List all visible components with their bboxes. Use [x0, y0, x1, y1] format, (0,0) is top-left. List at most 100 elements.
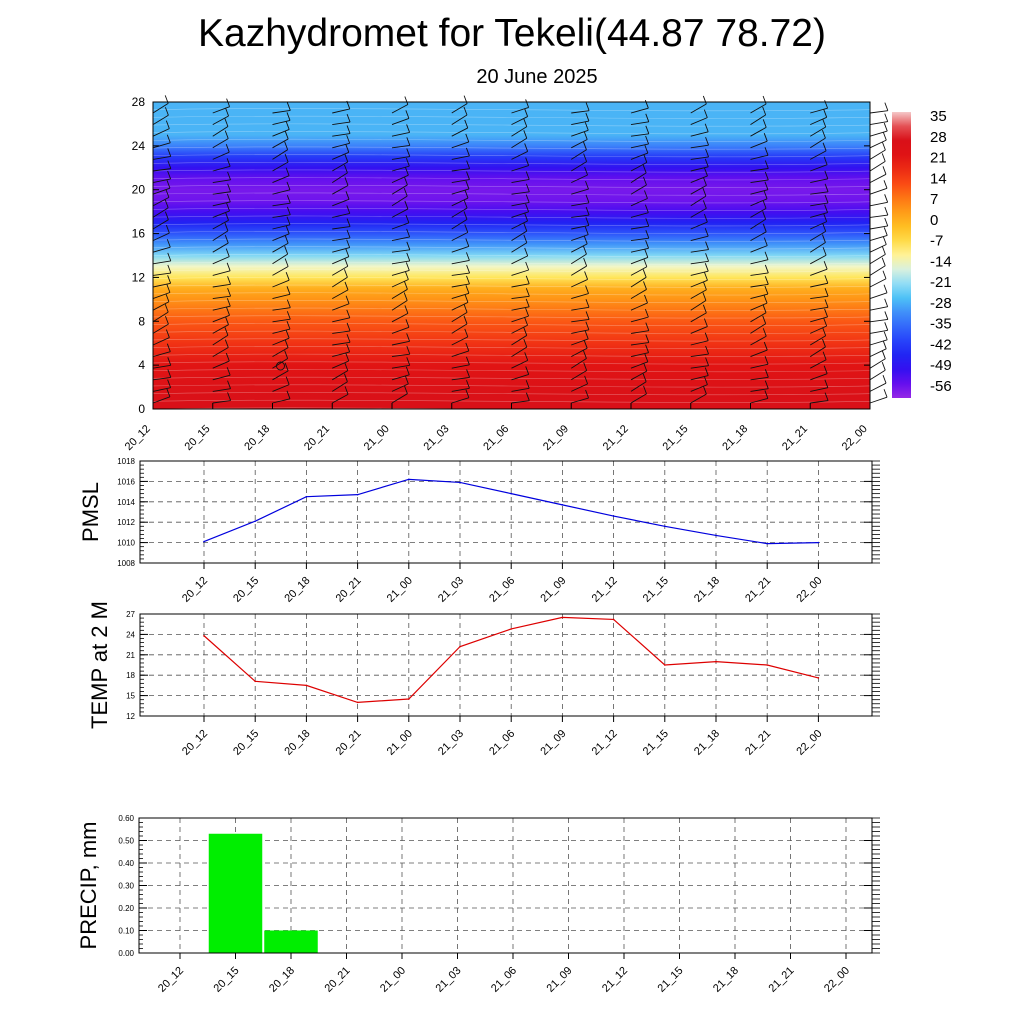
wind-barb [750, 140, 768, 149]
wind-barb [272, 370, 289, 381]
wind-barb [272, 358, 288, 369]
wind-barb [451, 350, 469, 358]
wind-barb [690, 384, 708, 392]
wind-barb [630, 225, 649, 230]
wind-barb-flag [403, 292, 408, 301]
wind-barb [630, 198, 648, 207]
wind-barb [869, 244, 887, 253]
data-point [459, 645, 461, 648]
wind-barb [152, 376, 171, 381]
heatmap-y-tick-label: 4 [138, 358, 145, 372]
x-tick-label: 22_00 [794, 575, 824, 605]
wind-barb [869, 130, 888, 137]
wind-barb-flag [406, 124, 411, 133]
y-tick-label: 0.20 [118, 904, 134, 913]
wind-barb [332, 212, 350, 218]
wind-barb [810, 137, 826, 149]
wind-barb-flag [762, 223, 767, 232]
wind-barb-flag [343, 164, 348, 174]
wind-barb-flag [882, 340, 887, 349]
wind-barb [511, 269, 529, 276]
wind-barb [451, 272, 470, 276]
wind-barb-flag [165, 189, 170, 198]
x-tick-label: 20_18 [282, 728, 312, 758]
wind-barb-flag [167, 357, 172, 366]
colorbar-fill [892, 112, 911, 398]
y-tick-label: 0.10 [118, 927, 134, 936]
wind-barb-flag [824, 275, 829, 284]
wind-barb [869, 329, 888, 334]
wind-barb-flag [465, 342, 470, 352]
wind-barb [750, 245, 768, 253]
wind-barb [750, 103, 767, 114]
heatmap-x-tick-label: 20_18 [242, 423, 272, 453]
wind-barb [451, 246, 469, 253]
wind-barb [869, 187, 888, 195]
wind-barb [272, 129, 290, 137]
wind-barb-flag [525, 307, 530, 317]
wind-barb-flag [645, 135, 650, 145]
wind-barb-flag [702, 292, 707, 301]
wind-barb [571, 139, 588, 149]
wind-barb [212, 295, 231, 300]
wind-barb [810, 325, 827, 334]
wind-barb [212, 138, 229, 149]
wind-barb [272, 266, 289, 276]
data-point [408, 478, 410, 481]
x-tick-label: 21_00 [385, 728, 415, 758]
wind-barb [391, 117, 410, 126]
wind-barb [391, 195, 408, 207]
wind-barb [869, 382, 887, 392]
wind-barb-flag [344, 386, 349, 395]
x-tick-label: 20_18 [267, 965, 297, 995]
wind-barb [810, 126, 826, 137]
wind-barb [212, 334, 229, 346]
wind-barb [511, 178, 530, 184]
wind-barb-flag [823, 156, 828, 165]
wind-barb [869, 173, 887, 183]
wind-barb-flag [764, 356, 769, 365]
wind-barb-flag [466, 356, 470, 365]
wind-barb-flag [344, 258, 349, 267]
wind-barb-flag [884, 113, 889, 122]
wind-barb-flag [406, 148, 411, 157]
wind-barb [630, 342, 649, 346]
wind-barb-flag [523, 338, 528, 348]
wind-barb [391, 326, 410, 334]
wind-barb [332, 133, 351, 137]
wind-barb [571, 306, 590, 311]
wind-barb [152, 114, 169, 125]
wind-barb-flag [643, 258, 648, 267]
wind-barb-flag [583, 362, 588, 371]
wind-barb-flag [167, 148, 172, 157]
wind-barb-flag [165, 224, 170, 234]
wind-barb-flag [225, 212, 229, 221]
x-tick-label: 21_18 [711, 965, 741, 995]
colorbar-label: -21 [930, 274, 952, 291]
heatmap-x-tick-label: 21_18 [720, 423, 750, 453]
wind-barb [750, 302, 768, 311]
wind-barb-flag [525, 99, 530, 108]
wind-barb-flag [884, 102, 889, 111]
wind-barb-flag [585, 389, 589, 399]
wind-barb [332, 381, 348, 392]
wind-barb-flag [227, 392, 232, 401]
x-tick-label: 20_21 [334, 575, 364, 605]
wind-barb-flag [346, 135, 351, 144]
wind-barb [451, 114, 468, 125]
wind-barb [212, 191, 231, 195]
heatmap-y-tick-label: 28 [132, 95, 146, 109]
wind-barb [571, 234, 589, 242]
wind-barb [511, 230, 528, 241]
x-tick-label: 21_21 [743, 728, 773, 758]
colorbar-label: 28 [930, 129, 947, 146]
x-tick-label: 20_12 [180, 575, 210, 605]
x-tick-label: 21_18 [692, 575, 722, 605]
plot-frame [139, 613, 873, 717]
wind-barb [451, 283, 470, 288]
y-tick-label: 1010 [117, 539, 135, 548]
wind-barb-flag [703, 109, 708, 118]
wind-barb-flag [166, 388, 171, 397]
wind-barb-flag [525, 392, 530, 401]
wind-barb-flag [286, 206, 291, 216]
